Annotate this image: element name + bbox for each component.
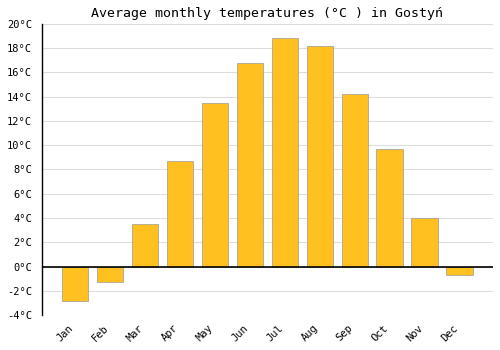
Bar bbox=[202, 103, 228, 267]
Bar bbox=[237, 63, 263, 267]
Bar bbox=[167, 161, 193, 267]
Bar bbox=[412, 218, 438, 267]
Bar bbox=[62, 267, 88, 301]
Bar bbox=[342, 94, 368, 267]
Bar bbox=[376, 149, 402, 267]
Bar bbox=[306, 46, 333, 267]
Title: Average monthly temperatures (°C ) in Gostyń: Average monthly temperatures (°C ) in Go… bbox=[92, 7, 444, 20]
Bar bbox=[446, 267, 472, 275]
Bar bbox=[272, 38, 298, 267]
Bar bbox=[132, 224, 158, 267]
Bar bbox=[97, 267, 124, 282]
